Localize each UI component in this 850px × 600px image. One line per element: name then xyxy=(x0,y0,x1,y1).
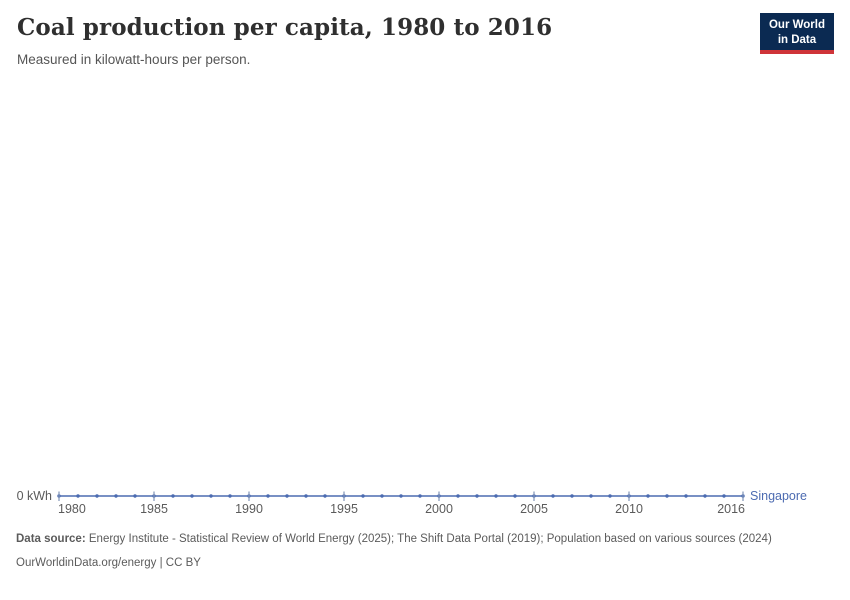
axis-tick-label-2000: 2000 xyxy=(425,502,453,516)
owid-logo-line2: in Data xyxy=(777,33,817,46)
data-point-2013[interactable] xyxy=(684,494,688,498)
data-point-1991[interactable] xyxy=(266,494,270,498)
data-point-1982[interactable] xyxy=(95,494,99,498)
data-point-1994[interactable] xyxy=(323,494,327,498)
data-point-2008[interactable] xyxy=(589,494,593,498)
y-axis-zero-label: 0 kWh xyxy=(17,489,52,503)
axis-tick-label-2005: 2005 xyxy=(520,502,548,516)
page-title: Coal production per capita, 1980 to 2016 xyxy=(17,14,553,41)
data-point-1993[interactable] xyxy=(304,494,308,498)
data-point-1996[interactable] xyxy=(361,494,365,498)
owid-link[interactable]: OurWorldinData.org/energy | CC BY xyxy=(16,557,201,569)
data-point-1984[interactable] xyxy=(133,494,137,498)
axis-tick-label-1980: 1980 xyxy=(58,502,86,516)
data-point-2004[interactable] xyxy=(513,494,517,498)
owid-logo[interactable]: Our World in Data xyxy=(759,13,834,55)
axis-tick-label-1995: 1995 xyxy=(330,502,358,516)
data-point-2009[interactable] xyxy=(608,494,612,498)
data-point-1997[interactable] xyxy=(380,494,384,498)
data-source-line: Data source: Energy Institute - Statisti… xyxy=(16,532,812,547)
data-point-1988[interactable] xyxy=(209,494,213,498)
data-source-text: Energy Institute - Statistical Review of… xyxy=(88,533,772,545)
data-point-2007[interactable] xyxy=(570,494,574,498)
data-point-1999[interactable] xyxy=(418,494,422,498)
chart-footer: Data source: Energy Institute - Statisti… xyxy=(16,532,816,571)
data-point-2001[interactable] xyxy=(456,494,460,498)
owid-logo-line1: Our World xyxy=(768,19,825,31)
data-point-2002[interactable] xyxy=(475,494,479,498)
data-point-1983[interactable] xyxy=(114,494,118,498)
axis-tick-label-2016: 2016 xyxy=(717,502,745,516)
axis-tick-label-1985: 1985 xyxy=(140,502,168,516)
data-point-2014[interactable] xyxy=(703,494,707,498)
series-label-singapore[interactable]: Singapore xyxy=(750,489,807,503)
data-source-label: Data source: xyxy=(16,533,86,545)
data-point-2003[interactable] xyxy=(494,494,498,498)
x-axis-chart: 0 kWh 1980 1985 1990 1995 2000 2005 2010 2016 Sin… xyxy=(17,489,807,516)
data-point-1992[interactable] xyxy=(285,494,289,498)
data-point-2006[interactable] xyxy=(551,494,555,498)
data-point-1989[interactable] xyxy=(228,494,232,498)
axis-tick-label-2010: 2010 xyxy=(615,502,643,516)
data-point-2015[interactable] xyxy=(722,494,726,498)
data-point-1981[interactable] xyxy=(76,494,80,498)
data-point-2012[interactable] xyxy=(665,494,669,498)
data-point-1987[interactable] xyxy=(190,494,194,498)
axis-tick-label-1990: 1990 xyxy=(235,502,263,516)
data-point-2011[interactable] xyxy=(646,494,650,498)
data-point-1998[interactable] xyxy=(399,494,403,498)
page-subtitle: Measured in kilowatt-hours per person. xyxy=(17,52,251,67)
data-point-1986[interactable] xyxy=(171,494,175,498)
